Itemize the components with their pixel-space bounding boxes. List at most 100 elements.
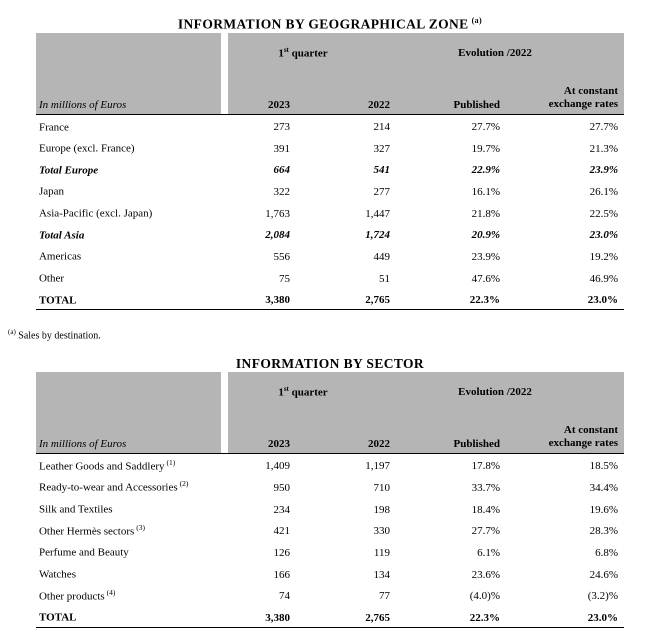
row-label-text: Leather Goods and Saddlery [38, 460, 165, 473]
quarter-word: quarter [288, 386, 328, 399]
value-constant: 23.0% [506, 288, 624, 311]
value-2022: 1,447 [365, 207, 390, 220]
gap-cell [221, 454, 228, 476]
gap-cell [221, 179, 228, 201]
quarter-number: 1 [278, 47, 284, 60]
value-2022: 198 [373, 503, 391, 516]
value-2022: 449 [373, 251, 391, 264]
value-published: 23.9% [471, 251, 500, 264]
value-2022: 327 [373, 142, 391, 155]
value-2022: 214 [373, 121, 391, 134]
row-label-text: Other Hermès sectors [38, 525, 135, 538]
row-label: Leather Goods and Saddlery (1) [36, 454, 221, 476]
geo-table-body: France 273 214 27.7% 27.7% Europe (excl.… [35, 115, 624, 311]
value-published: 22.3% [396, 288, 506, 311]
year-2022-header: 2022 [295, 411, 396, 454]
gap-cell [221, 115, 228, 137]
row-label-text: France [38, 121, 69, 134]
sector-header-cols-row: In millions of Euros 2023 2022 Published… [35, 411, 624, 454]
value-2022: 541 [373, 164, 391, 177]
value-2022: 51 [379, 272, 390, 285]
row-label-text: Silk and Textiles [38, 503, 113, 516]
gap-cell [221, 475, 228, 497]
year-2023-header: 2023 [227, 411, 296, 454]
value-2023: 391 [273, 142, 290, 155]
value-2023: 3,380 [227, 288, 296, 311]
value-constant: 19.2% [589, 251, 618, 264]
published-header: Published [396, 411, 506, 454]
gap-cell [221, 244, 228, 266]
value-published: 17.8% [471, 460, 500, 473]
row-label: Total Asia [36, 223, 221, 245]
quarter-number: 1 [278, 386, 284, 399]
table-row: Americas 556 449 23.9% 19.2% [36, 244, 624, 266]
value-constant: 6.8% [595, 547, 618, 560]
row-label: Perfume and Beauty [36, 540, 221, 562]
value-2023: 1,763 [265, 207, 290, 220]
row-label: TOTAL [35, 605, 221, 628]
geo-footnote: (a) Sales by destination. [8, 328, 660, 341]
value-2023: 2,084 [265, 229, 290, 242]
footnote-text: Sales by destination. [18, 330, 101, 342]
value-published: 47.6% [471, 272, 500, 285]
year-2023-header: 2023 [227, 72, 296, 115]
sector-title-text: INFORMATION BY SECTOR [235, 355, 425, 371]
gap-cell [221, 266, 228, 288]
sector-table: 1st quarter Evolution /2022 In millions … [35, 371, 624, 628]
constant-rates-header: At constant exchange rates [506, 411, 624, 454]
value-published: 18.4% [471, 503, 500, 516]
value-constant: 46.9% [589, 272, 618, 285]
row-label: France [36, 115, 221, 137]
sector-header-band-row: 1st quarter Evolution /2022 [35, 371, 624, 412]
value-constant: 23.0% [589, 229, 618, 242]
value-2023: 421 [273, 525, 290, 538]
value-2023: 234 [273, 503, 290, 516]
table-row: TOTAL 3,380 2,765 22.3% 23.0% [35, 288, 624, 311]
quarter-ordinal: st [283, 384, 289, 393]
value-2023: 322 [273, 186, 290, 199]
unit-label: In millions of Euros [35, 411, 221, 454]
gap-cell [221, 158, 228, 180]
row-label-text: Other products [38, 590, 105, 603]
value-published: 19.7% [471, 142, 500, 155]
gap-cell [221, 497, 228, 519]
table-row: Total Europe 664 541 22.9% 23.9% [36, 158, 624, 180]
footnote-marker: (a) [8, 328, 16, 337]
value-published: (4.0)% [469, 590, 500, 603]
value-constant: 34.4% [589, 482, 618, 495]
gap-cell [221, 201, 228, 223]
year-2022-header: 2022 [295, 72, 396, 115]
row-label: Other [36, 266, 221, 288]
row-label-text: TOTAL [38, 294, 77, 307]
row-label-text: Total Europe [38, 164, 99, 177]
row-label: Silk and Textiles [36, 497, 221, 519]
row-label: Other Hermès sectors (3) [36, 519, 221, 541]
gap-cell [221, 584, 228, 606]
table-row: Watches 166 134 23.6% 24.6% [36, 562, 624, 584]
table-row: Other 75 51 47.6% 46.9% [36, 266, 624, 288]
value-constant: 19.6% [589, 503, 618, 516]
value-constant: 26.1% [589, 186, 618, 199]
value-published: 16.1% [471, 186, 500, 199]
header-gap [220, 411, 228, 454]
table-row: Total Asia 2,084 1,724 20.9% 23.0% [36, 223, 624, 245]
row-label-text: Europe (excl. France) [38, 142, 135, 155]
row-label: TOTAL [35, 288, 221, 311]
value-constant: 23.9% [589, 164, 618, 177]
row-label-text: Watches [38, 568, 76, 581]
row-label-text: TOTAL [38, 611, 77, 624]
gap-cell [221, 519, 228, 541]
table-row: Asia-Pacific (excl. Japan) 1,763 1,447 2… [36, 201, 624, 223]
published-header: Published [396, 72, 506, 115]
geo-header-cols-row: In millions of Euros 2023 2022 Published… [35, 72, 624, 115]
value-2022: 2,765 [295, 605, 396, 628]
row-label: Asia-Pacific (excl. Japan) [36, 201, 221, 223]
value-2022: 77 [379, 590, 390, 603]
unit-label: In millions of Euros [35, 72, 221, 115]
gap-cell [221, 136, 228, 158]
row-label: Watches [36, 562, 221, 584]
evolution-band-header: Evolution /2022 [396, 371, 624, 412]
value-2023: 74 [278, 590, 290, 603]
value-2023: 273 [273, 121, 290, 134]
